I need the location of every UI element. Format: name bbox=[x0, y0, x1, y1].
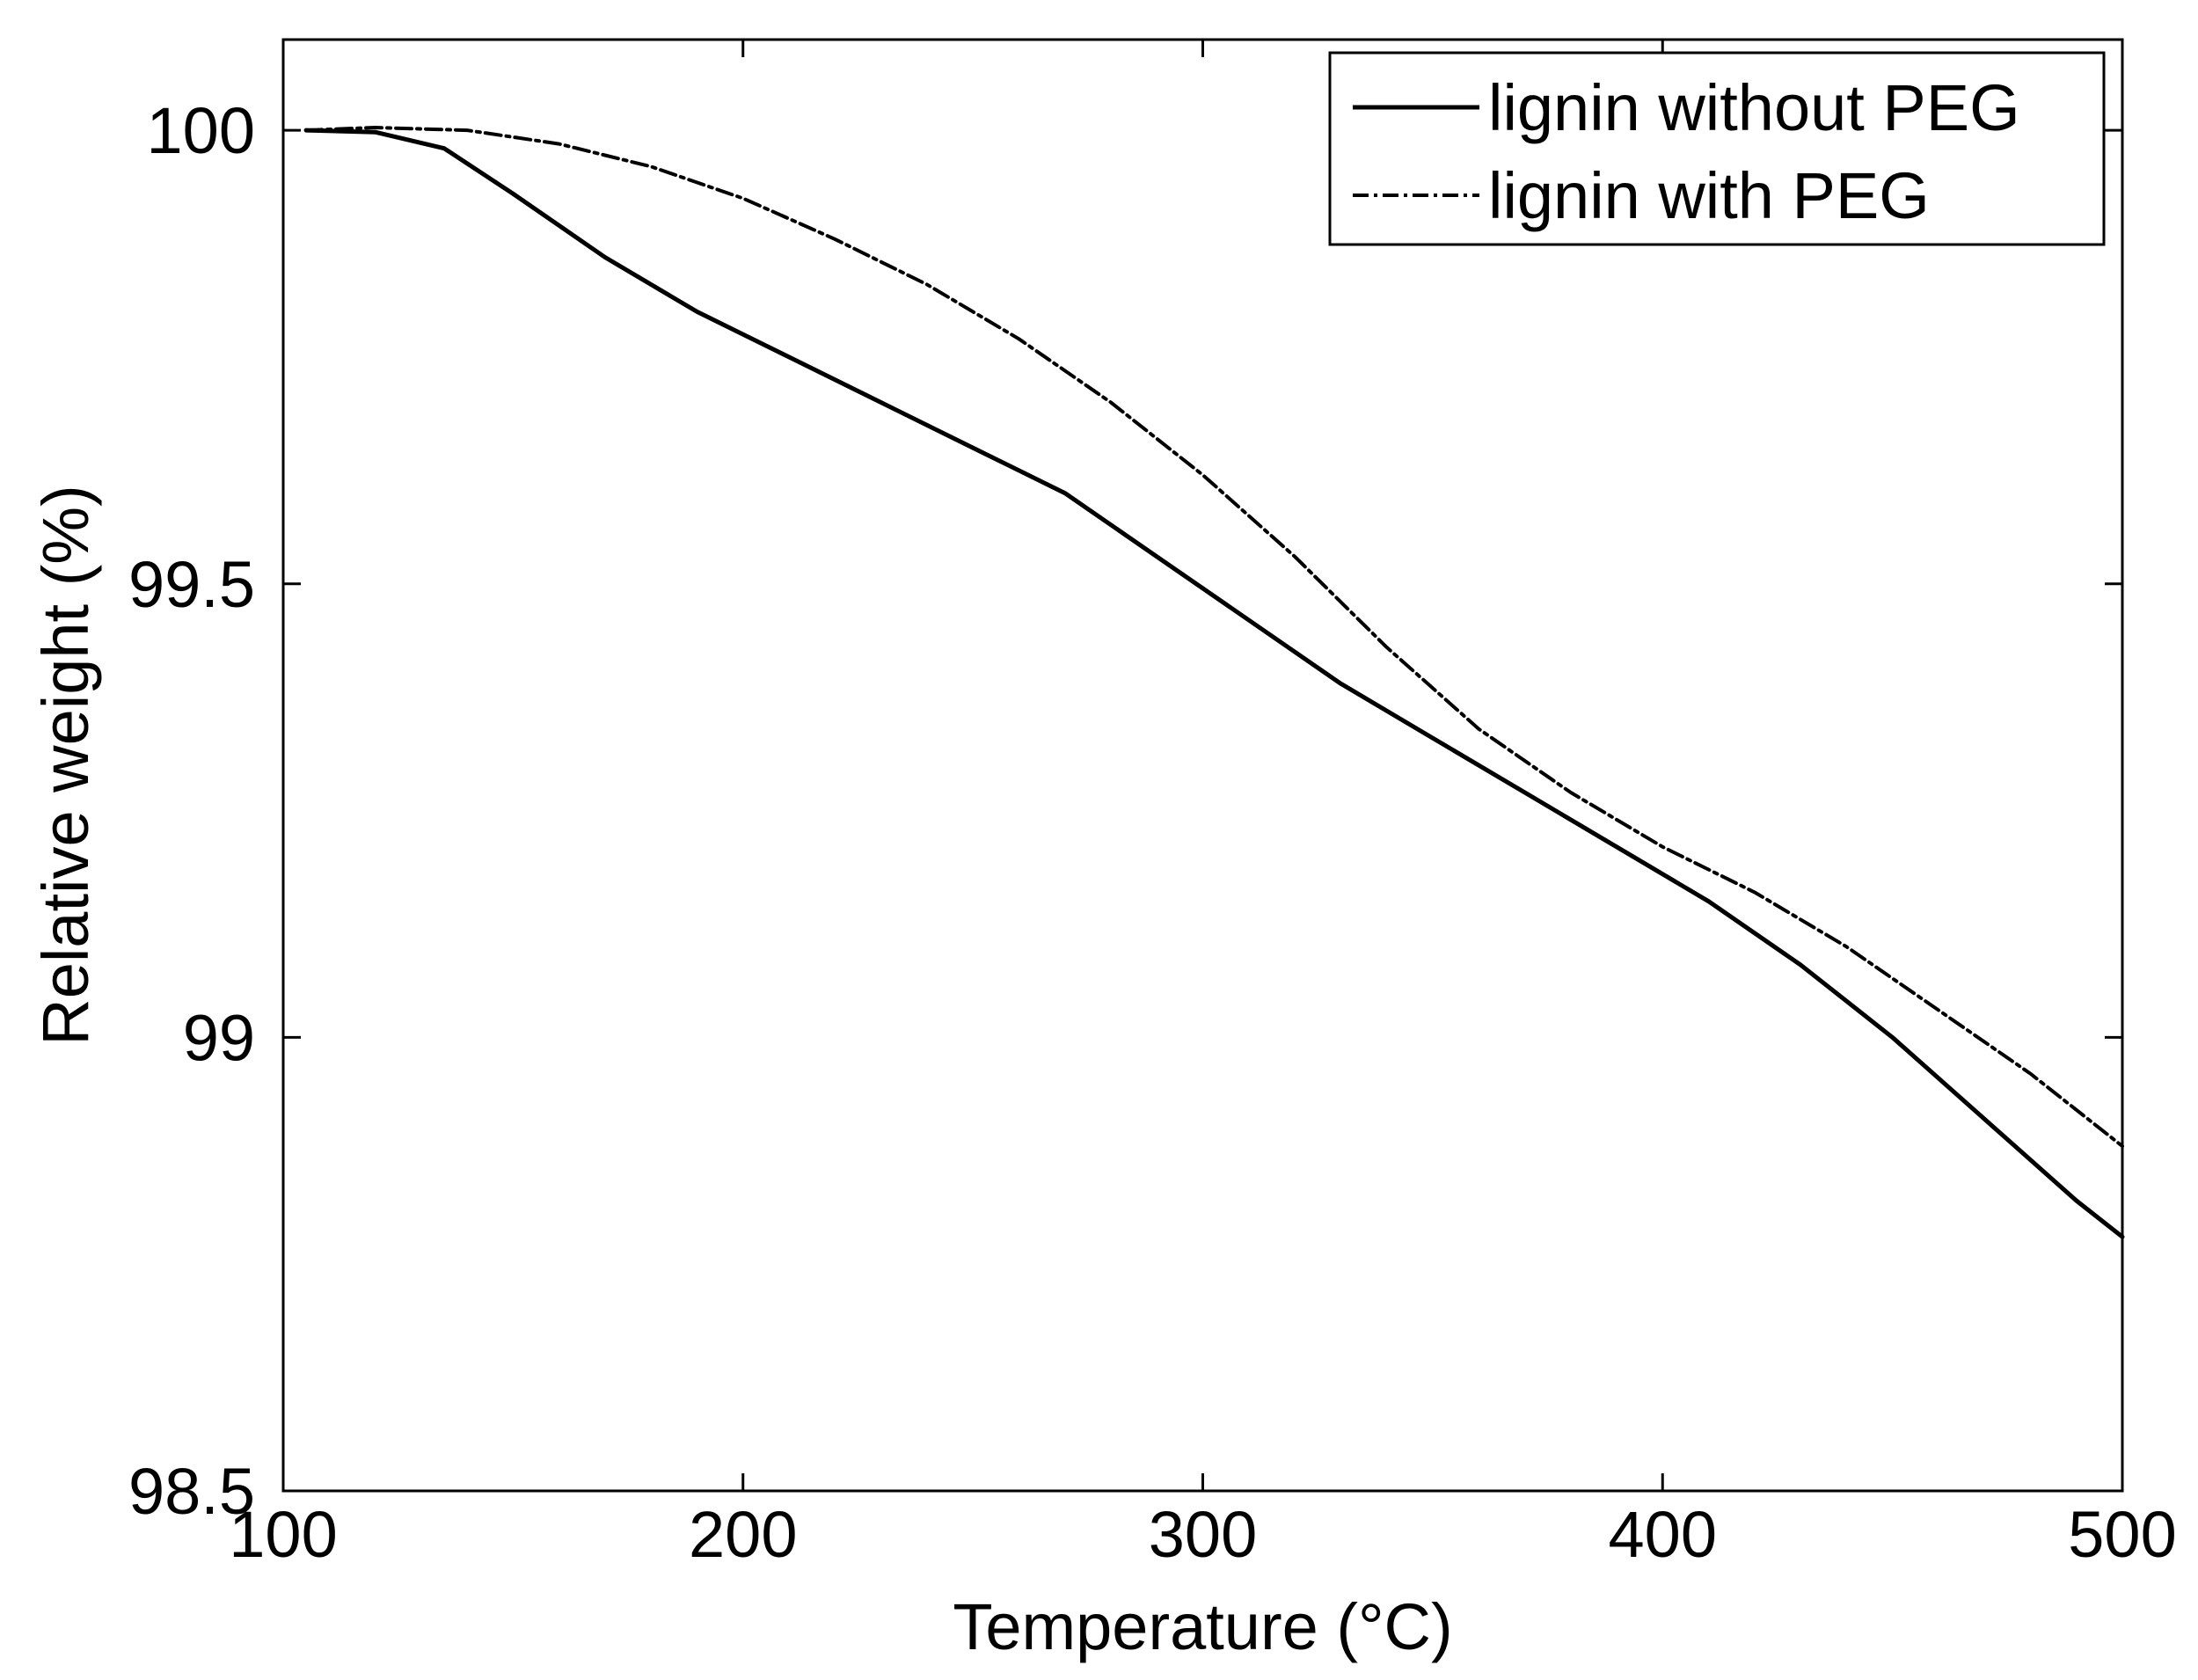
x-tick-label: 200 bbox=[689, 1498, 797, 1571]
x-tick-label: 500 bbox=[2068, 1498, 2176, 1571]
axis-ticks bbox=[281, 40, 2124, 1493]
legend-box bbox=[1328, 51, 2106, 246]
y-tick-label: 98.5 bbox=[128, 1455, 255, 1528]
y-tick-label: 99.5 bbox=[128, 548, 255, 621]
x-tick-label: 300 bbox=[1149, 1498, 1257, 1571]
legend-label-lignin-with-peg: lignin with PEG bbox=[1488, 159, 1930, 232]
series-layer bbox=[303, 126, 2125, 1239]
x-tick-label: 400 bbox=[1609, 1498, 1717, 1571]
y-tick-label: 99 bbox=[183, 1001, 255, 1074]
legend-label-lignin-without-peg: lignin without PEG bbox=[1488, 71, 2020, 144]
series-line-lignin-without-peg bbox=[303, 128, 2125, 1239]
x-tick-label: 100 bbox=[229, 1498, 337, 1571]
series-line-lignin-with-peg bbox=[304, 126, 2124, 1149]
tick-labels: 100 200 300 400 500 98.5 99 99.5 100 bbox=[128, 94, 2177, 1571]
y-tick-label: 100 bbox=[147, 94, 255, 167]
x-axis-label: Temperature (°C) bbox=[953, 1590, 1452, 1663]
legend: lignin without PEG lignin with PEG bbox=[1328, 51, 2106, 246]
y-axis-label: Relative weight (%) bbox=[29, 485, 102, 1045]
